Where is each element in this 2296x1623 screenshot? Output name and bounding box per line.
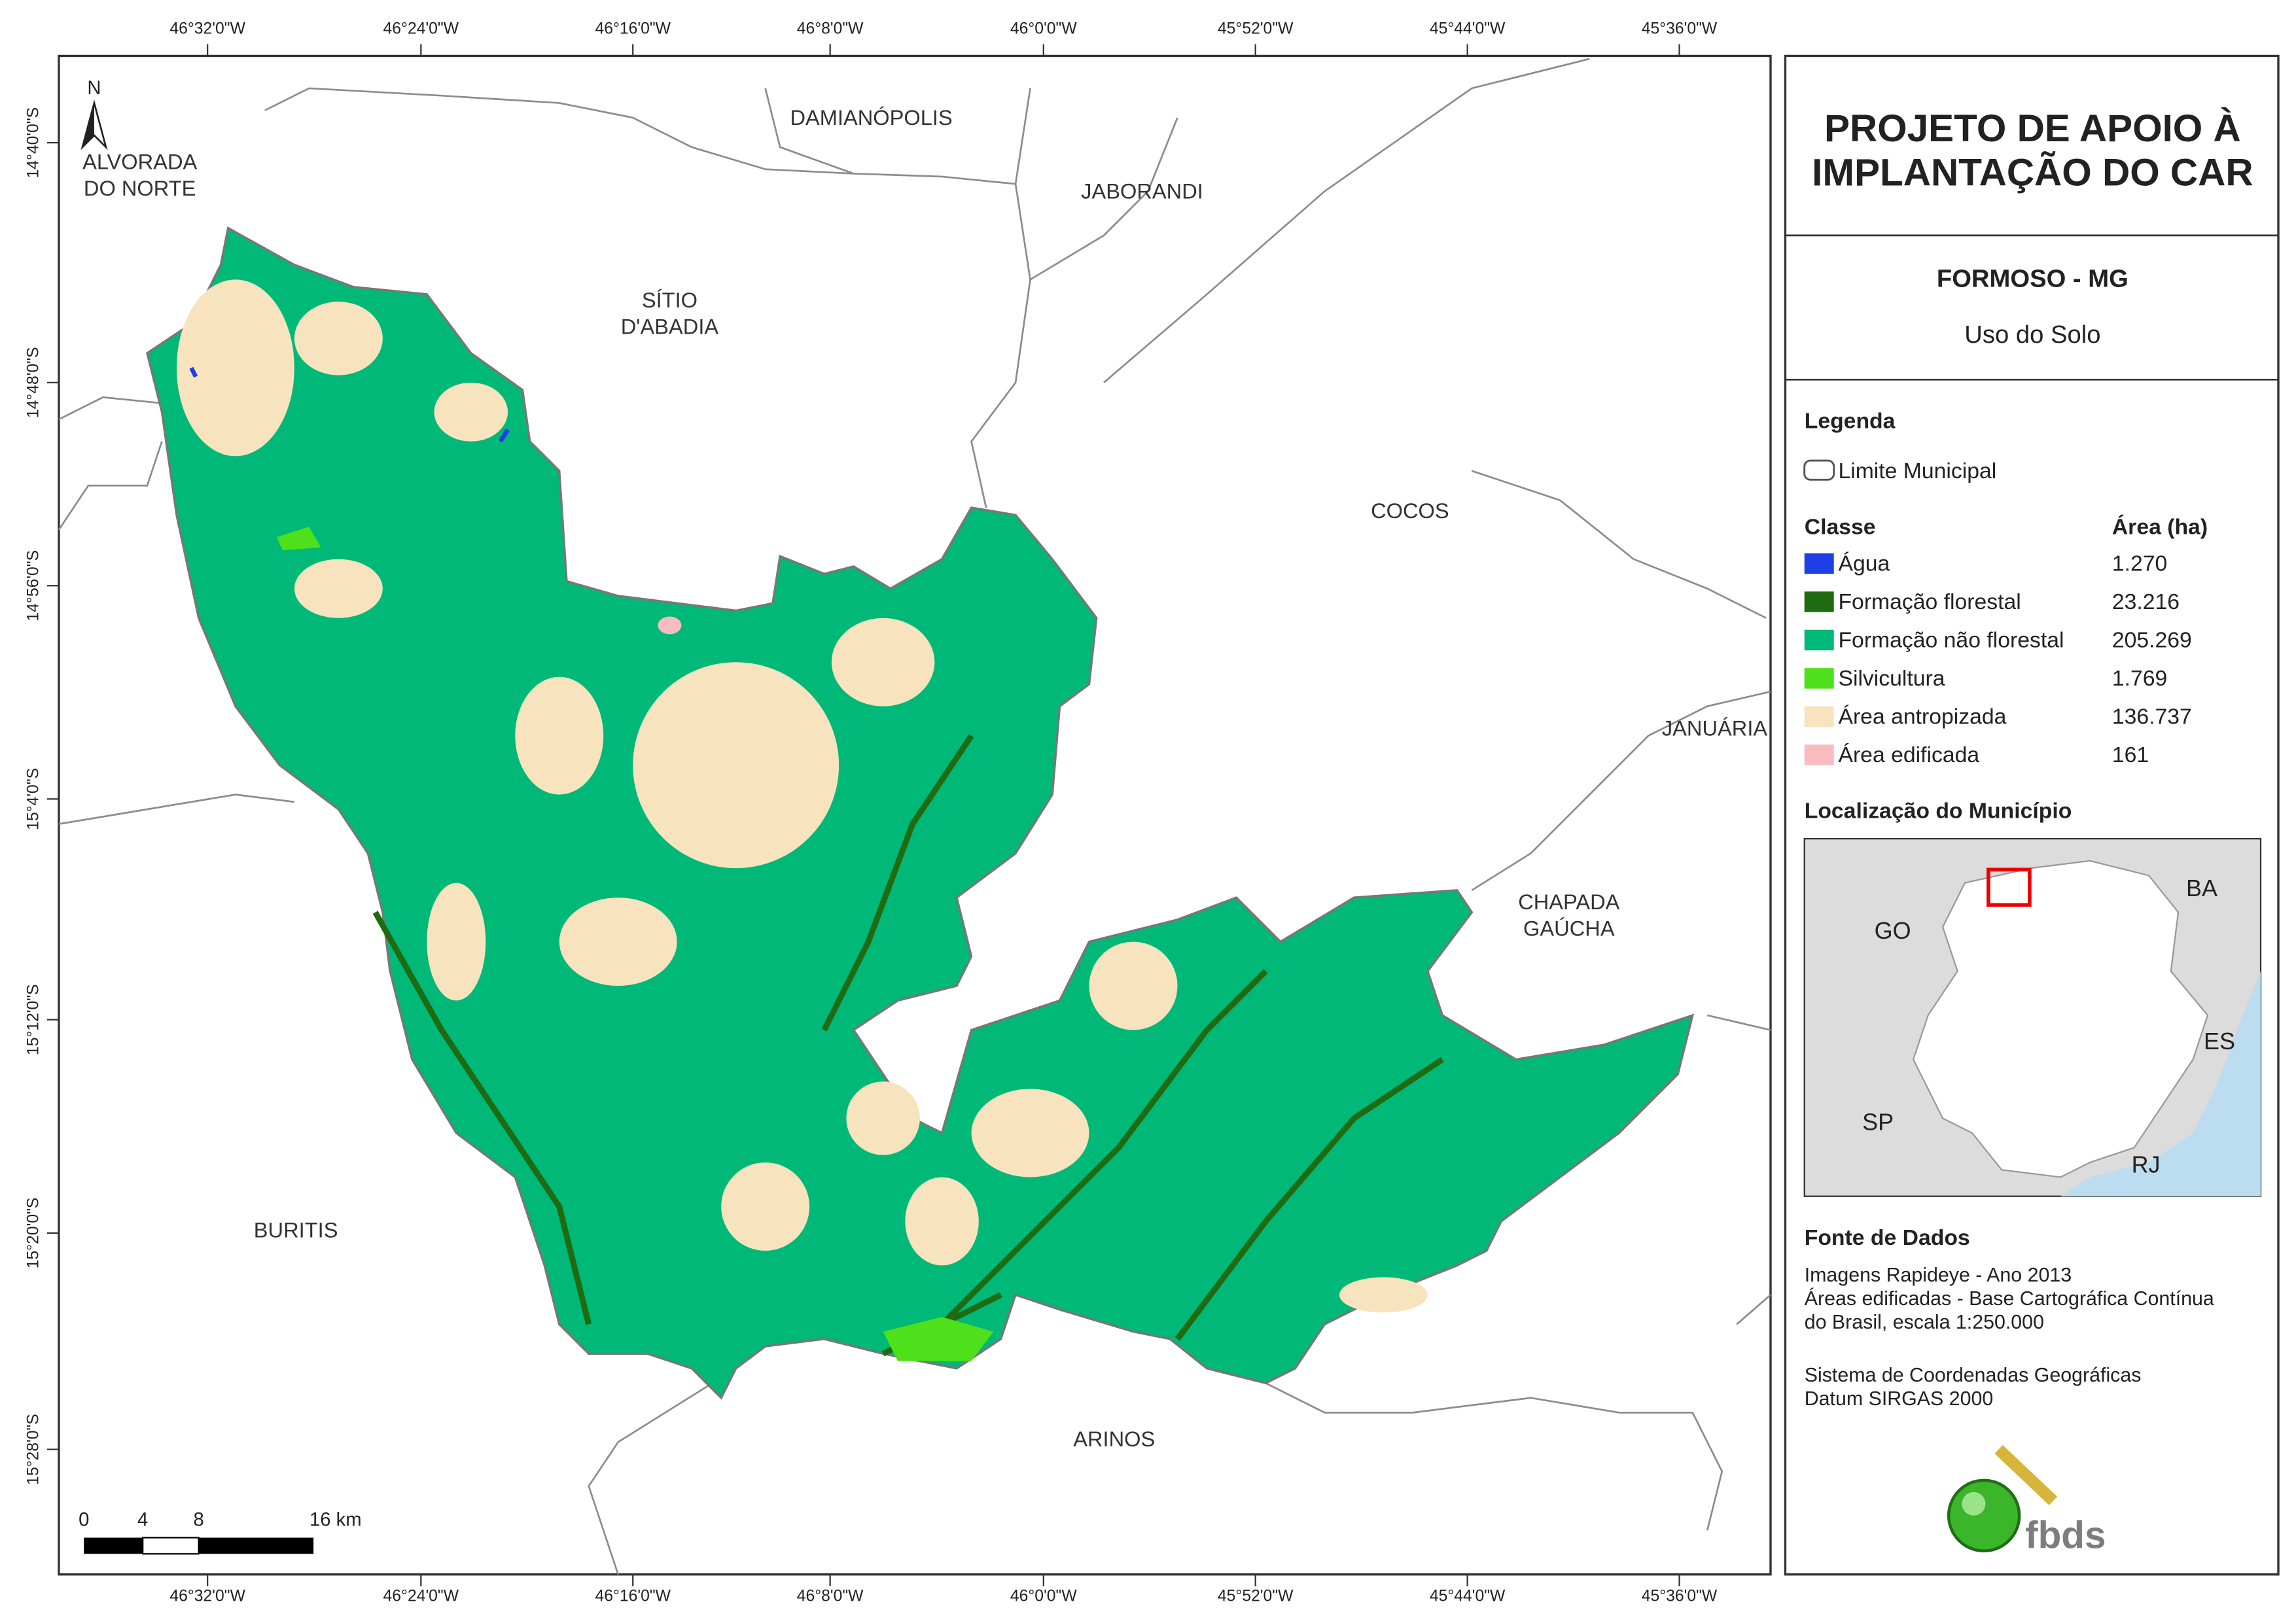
legend-swatch xyxy=(1804,629,1834,651)
scale-bar xyxy=(84,1537,314,1555)
water xyxy=(189,366,510,443)
state-labels: BA GO ES SP RJ xyxy=(1862,875,2235,1178)
subtitle: Uso do Solo xyxy=(1964,321,2100,349)
logo-text: fbds xyxy=(2025,1514,2106,1556)
legend-area: 1.769 xyxy=(2112,666,2167,691)
boundary-swatch xyxy=(1803,459,1835,481)
legend-area: 161 xyxy=(2112,742,2149,767)
longitude-label: 45°36'0"W xyxy=(1642,1587,1718,1605)
scale-label: 4 xyxy=(137,1510,148,1531)
latitude-label: 15°20'0"S xyxy=(24,1198,42,1269)
title-line: PROJETO DE APOIO À xyxy=(1824,107,2241,150)
state-label: RJ xyxy=(2132,1151,2161,1178)
latitude-label: 15°4'0"S xyxy=(24,768,42,830)
state-label: BA xyxy=(2186,875,2217,901)
place-label: SÍTIO xyxy=(642,288,698,312)
neighbor-boundaries xyxy=(58,58,1771,1575)
latitude-label: 14°56'0"S xyxy=(24,550,42,621)
side-panel xyxy=(1784,54,2280,1576)
latitude-label: 14°48'0"S xyxy=(24,347,42,418)
source-line: Datum SIRGAS 2000 xyxy=(1805,1388,1994,1410)
source-line: Áreas edificadas - Base Cartográfica Con… xyxy=(1805,1288,2214,1310)
legend-area: 1.270 xyxy=(2112,551,2167,576)
legend-swatch xyxy=(1804,706,1834,727)
longitude-label: 46°32'0"W xyxy=(169,20,245,38)
source-line: Sistema de Coordenadas Geográficas xyxy=(1805,1365,2142,1386)
logo: fbds xyxy=(1947,1445,2106,1556)
latitude-label: 15°12'0"S xyxy=(24,984,42,1055)
legend-swatch xyxy=(1804,668,1834,689)
north-label: N xyxy=(87,78,101,99)
longitude-label: 46°16'0"W xyxy=(595,1587,671,1605)
latitude-label: 14°40'0"S xyxy=(24,107,42,179)
legend-boundary: Limite Municipal xyxy=(1838,459,1996,483)
place-label: D'ABADIA xyxy=(621,315,719,339)
latitude-label: 15°28'0"S xyxy=(24,1414,42,1485)
place-label: DAMIANÓPOLIS xyxy=(790,105,952,130)
place-label: ALVORADA xyxy=(82,150,197,174)
longitude-label: 46°24'0"W xyxy=(383,20,459,38)
longitude-label: 46°32'0"W xyxy=(169,1587,245,1605)
legend-class: Formação florestal xyxy=(1838,589,2021,614)
legend-area: 205.269 xyxy=(2112,628,2192,653)
legend-title: Legenda xyxy=(1805,409,1896,434)
place-label: ARINOS xyxy=(1073,1427,1155,1451)
legend-rows: Água 1.270 Formação florestal 23.216 Formaçã… xyxy=(1804,551,2192,767)
silviculture-patch xyxy=(883,1317,994,1361)
place-label: CHAPADA xyxy=(1518,890,1619,914)
longitude-label: 46°0'0"W xyxy=(1010,1587,1077,1605)
place-label: JABORANDI xyxy=(1081,179,1203,203)
longitude-label: 45°44'0"W xyxy=(1430,1587,1506,1605)
longitude-label: 45°52'0"W xyxy=(1218,20,1294,38)
longitude-label: 45°52'0"W xyxy=(1218,1587,1294,1605)
place-label: COCOS xyxy=(1371,498,1449,523)
longitude-label: 46°8'0"W xyxy=(797,20,864,38)
legend-class: Área antropizada xyxy=(1838,705,2006,729)
location-inset xyxy=(1803,837,2262,1197)
state-label: ES xyxy=(2204,1028,2235,1055)
source-line: do Brasil, escala 1:250.000 xyxy=(1805,1312,2044,1333)
place-label: BURITIS xyxy=(254,1218,338,1242)
scale-label: 0 xyxy=(79,1510,89,1531)
built-area xyxy=(658,616,682,635)
area-header: Área (ha) xyxy=(2112,515,2208,540)
silviculture-patch xyxy=(276,527,321,551)
legend-swatch xyxy=(1804,591,1834,612)
legend-class: Área edificada xyxy=(1838,742,1979,767)
longitude-label: 45°44'0"W xyxy=(1430,20,1506,38)
legend-class: Água xyxy=(1838,551,1890,576)
place-label: DO NORTE xyxy=(84,176,196,200)
legend-class: Formação não florestal xyxy=(1838,628,2064,653)
place-label: JANUÁRIA xyxy=(1662,716,1768,741)
class-header: Classe xyxy=(1805,515,1876,540)
legend-area: 23.216 xyxy=(2112,589,2180,614)
longitude-label: 46°0'0"W xyxy=(1010,20,1077,38)
location-title: Localização do Município xyxy=(1805,799,2072,824)
legend-swatch xyxy=(1804,553,1834,574)
state-label: GO xyxy=(1875,917,1911,944)
legend-class: Silvicultura xyxy=(1838,666,1945,691)
municipality-name: FORMOSO - MG xyxy=(1937,265,2128,293)
municipality xyxy=(146,226,1695,1400)
longitude-label: 46°24'0"W xyxy=(383,1587,459,1605)
scale-label: 8 xyxy=(194,1510,204,1531)
legend-swatch xyxy=(1804,744,1834,765)
state-label: SP xyxy=(1862,1108,1894,1135)
longitude-label: 45°36'0"W xyxy=(1642,20,1718,38)
sources-title: Fonte de Dados xyxy=(1805,1225,1970,1250)
longitude-label: 46°16'0"W xyxy=(595,20,671,38)
title-line: IMPLANTAÇÃO DO CAR xyxy=(1812,150,2253,194)
forest-strips xyxy=(372,734,1444,1357)
source-line: Imagens Rapideye - Ano 2013 xyxy=(1805,1265,2072,1286)
longitude-label: 46°8'0"W xyxy=(797,1587,864,1605)
scale-label: 16 km xyxy=(309,1510,362,1531)
anthropized-patches xyxy=(176,279,1428,1313)
place-label: GAÚCHA xyxy=(1523,916,1615,941)
north-arrow: N xyxy=(80,78,108,150)
legend-area: 136.737 xyxy=(2112,705,2192,729)
